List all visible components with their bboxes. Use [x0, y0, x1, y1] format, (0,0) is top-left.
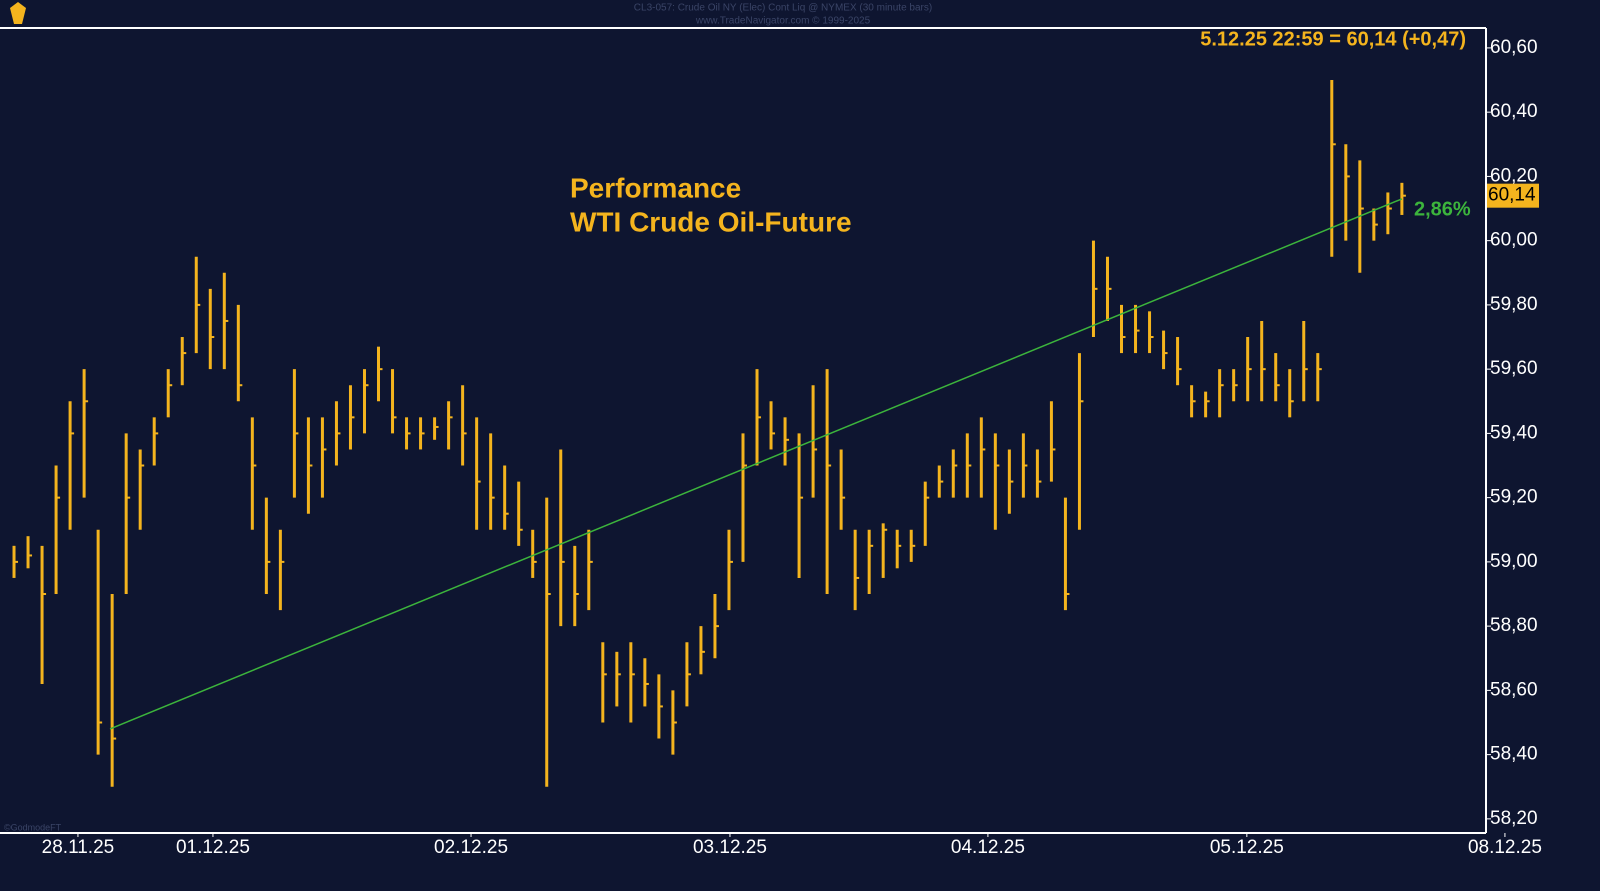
trend-line [109, 198, 1403, 730]
y-tick-label: 60,60 [1490, 37, 1538, 58]
y-tick-label: 59,40 [1490, 422, 1538, 443]
y-tick-label: 60,40 [1490, 101, 1538, 122]
x-tick-label: 28.11.25 [42, 837, 115, 858]
last-price-label: 60,14 [1488, 185, 1536, 206]
trend-change: 2,86% [1414, 198, 1471, 220]
heading-line: WTI Crude Oil-Future [570, 206, 852, 237]
y-tick-label: 60,20 [1490, 165, 1538, 186]
x-tick-label: 01.12.25 [176, 837, 250, 858]
y-tick-label: 59,20 [1490, 487, 1538, 508]
credit: ©GodmodeFT [4, 822, 62, 832]
chart-subtitle: www.TradeNavigator.com © 1999-2025 [695, 16, 871, 27]
y-tick-label: 58,20 [1490, 808, 1538, 829]
y-tick-label: 59,80 [1490, 294, 1538, 315]
last-quote: 5.12.25 22:59 = 60,14 (+0,47) [1200, 28, 1466, 50]
logo [10, 2, 26, 24]
chart-title: CL3-057: Crude Oil NY (Elec) Cont Liq @ … [634, 3, 932, 14]
x-tick-label: 05.12.25 [1210, 837, 1284, 858]
heading-line: Performance [570, 172, 741, 203]
y-tick-label: 58,60 [1490, 679, 1538, 700]
last-price-box [1487, 183, 1539, 208]
x-tick-label: 02.12.25 [434, 837, 508, 858]
y-tick-label: 58,80 [1490, 615, 1538, 636]
x-tick-label: 08.12.25 [1468, 837, 1542, 858]
x-tick-label: 03.12.25 [693, 837, 767, 858]
y-tick-label: 60,00 [1490, 230, 1538, 251]
y-tick-label: 59,60 [1490, 358, 1538, 379]
y-tick-label: 58,40 [1490, 744, 1538, 765]
x-tick-label: 04.12.25 [951, 837, 1025, 858]
y-tick-label: 59,00 [1490, 551, 1538, 572]
